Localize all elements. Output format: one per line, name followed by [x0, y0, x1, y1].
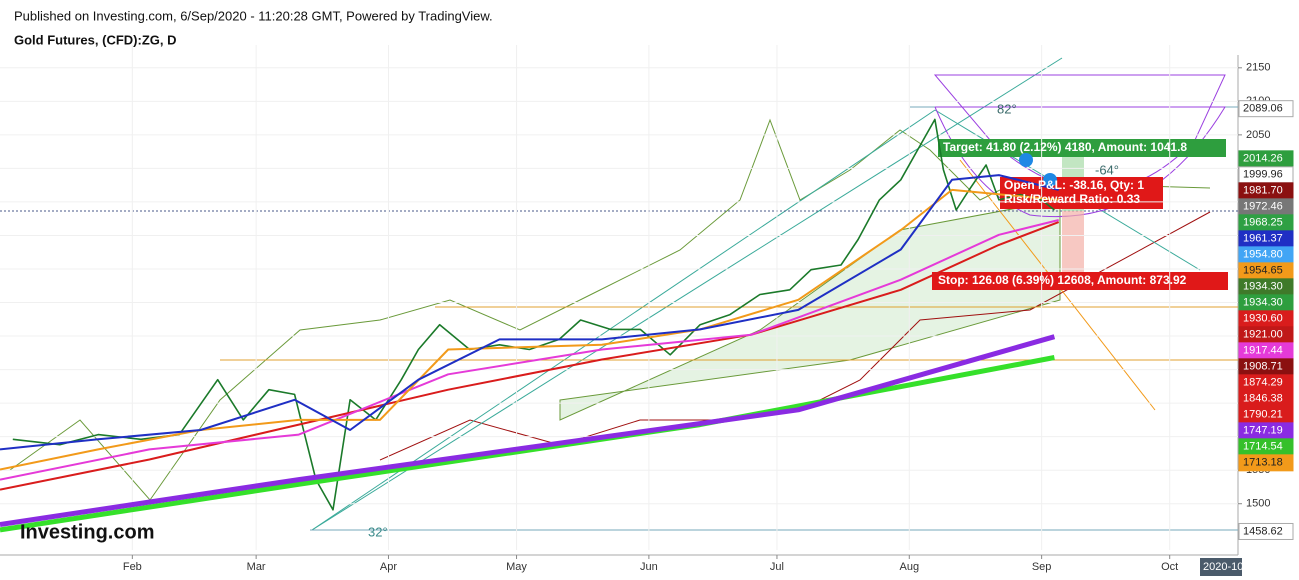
stop-zone — [1062, 211, 1084, 273]
series-line — [0, 221, 1060, 491]
price-tag-label: 1972.46 — [1243, 201, 1283, 213]
price-tag-label: 1934.30 — [1243, 281, 1283, 293]
x-tick-label: May — [506, 561, 527, 573]
series-line — [0, 219, 1059, 481]
angle: -64° — [1095, 162, 1119, 177]
price-tag-label: 1968.25 — [1243, 217, 1283, 229]
series-line — [12, 118, 1055, 511]
x-tick-label: Feb — [123, 561, 142, 573]
series-line — [0, 355, 1055, 533]
price-tag-label: 1713.18 — [1243, 457, 1283, 469]
angle: 32° — [368, 524, 388, 539]
symbol: Gold Futures, (CFD):ZG, D — [14, 32, 176, 47]
price-tag-label: 2014.26 — [1243, 153, 1283, 165]
price-tag-label: 1917.44 — [1243, 345, 1283, 357]
pl-label: Open P&L: -38.16, Qty: 1 — [1004, 178, 1144, 192]
price-tag-label: 1921.00 — [1243, 329, 1283, 341]
y-tick-label: 2150 — [1246, 62, 1270, 74]
rr-label: Risk/Reward Ratio: 0.33 — [1004, 192, 1140, 206]
date-tag-label: 2020-10- — [1203, 561, 1247, 573]
trend-line — [311, 109, 936, 531]
price-tag — [1238, 100, 1294, 118]
price-tag-label: 1981.70 — [1243, 185, 1283, 197]
x-tick-label: Sep — [1032, 561, 1052, 573]
published: Published on Investing.com, 6/Sep/2020 -… — [14, 8, 493, 23]
x-tick-label: Jun — [640, 561, 658, 573]
price-tag-label: 1790.21 — [1243, 409, 1283, 421]
x-tick-label: Jul — [770, 561, 784, 573]
cloud — [559, 199, 1061, 421]
marker — [1019, 153, 1033, 167]
x-tick-label: Oct — [1161, 561, 1178, 573]
series-line — [0, 334, 1056, 527]
x-tick-label: Apr — [380, 561, 397, 573]
logo: Investing.com — [20, 521, 154, 543]
marks — [0, 45, 1238, 550]
price-tag-label: 1961.37 — [1243, 233, 1283, 245]
price-tag-label: 1874.29 — [1243, 377, 1283, 389]
series-line — [0, 188, 1059, 471]
drawings — [0, 57, 1238, 531]
angle: 82° — [997, 101, 1017, 116]
price-tag-label: 1954.80 — [1243, 249, 1283, 261]
price-tag-label: 1458.62 — [1243, 525, 1283, 537]
x-tick-label: Mar — [247, 561, 266, 573]
price-tag-label: 2089.06 — [1243, 103, 1283, 115]
target-label: Target: 41.80 (2.12%) 4180, Amount: 1041… — [943, 140, 1187, 154]
y-tick-label: 1500 — [1246, 498, 1270, 510]
y-tick-label: 2050 — [1246, 129, 1270, 141]
series-line — [0, 174, 1059, 451]
price-tag-label: 1908.71 — [1243, 361, 1283, 373]
date-tag — [1200, 558, 1242, 576]
stop-box — [932, 272, 1228, 290]
target-box — [938, 139, 1226, 157]
price-tag-label: 1747.19 — [1243, 425, 1283, 437]
price-tag — [1238, 454, 1294, 472]
price-tag-label: 1954.65 — [1243, 265, 1283, 277]
marker — [1043, 173, 1057, 187]
stop-label: Stop: 126.08 (6.39%) 12608, Amount: 873.… — [938, 273, 1187, 287]
trend-line — [311, 57, 1063, 531]
price-tag-label: 1999.96 — [1243, 169, 1283, 181]
price-tag-label: 1846.38 — [1243, 393, 1283, 405]
price-tag-label: 1714.54 — [1243, 441, 1283, 453]
price-tag — [1238, 522, 1294, 540]
x-tick-label: Aug — [900, 561, 920, 573]
price-tag-label: 1930.60 — [1243, 313, 1283, 325]
price-tag-label: 1934.30 — [1243, 297, 1283, 309]
